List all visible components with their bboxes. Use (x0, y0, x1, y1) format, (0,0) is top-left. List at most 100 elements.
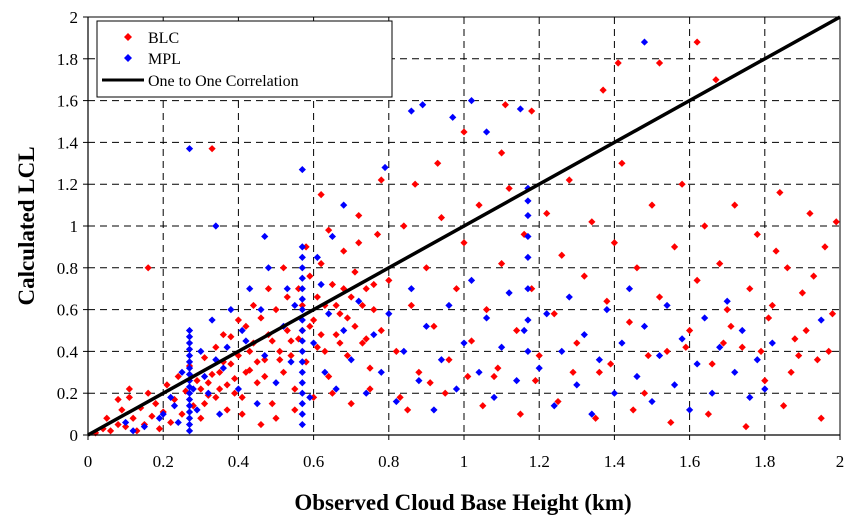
point-mpl (185, 145, 194, 153)
point-blc (415, 368, 423, 376)
point-mpl (588, 410, 596, 418)
point-mpl (550, 402, 558, 410)
point-blc (340, 247, 348, 255)
point-mpl (185, 326, 194, 335)
point-blc (633, 264, 641, 272)
y-tick-label: 1 (70, 217, 79, 236)
legend-label-blc: BLC (148, 30, 179, 47)
point-blc (426, 379, 434, 387)
point-blc (328, 280, 336, 289)
point-mpl (313, 253, 321, 261)
point-blc (129, 414, 137, 422)
point-blc (212, 393, 220, 401)
point-blc (498, 260, 506, 268)
point-mpl (524, 316, 532, 324)
point-blc (347, 400, 355, 408)
point-blc (535, 351, 543, 360)
point-mpl (298, 253, 306, 261)
point-blc (366, 385, 374, 393)
legend-box (96, 20, 393, 98)
point-blc (764, 314, 773, 322)
point-blc (144, 389, 152, 397)
point-blc (629, 406, 637, 414)
point-blc (407, 301, 415, 310)
point-mpl (678, 335, 686, 343)
point-blc (753, 230, 761, 238)
point-blc (716, 260, 724, 268)
point-blc (310, 393, 318, 401)
legend-marker-mpl (124, 54, 132, 62)
point-mpl (298, 410, 306, 418)
point-blc (761, 377, 769, 385)
point-blc (490, 372, 498, 381)
legend-item-blc: BLC (124, 30, 179, 47)
point-mpl (185, 414, 194, 422)
point-blc (528, 285, 536, 293)
point-blc (246, 347, 254, 355)
point-mpl (419, 101, 427, 109)
point-blc (475, 201, 483, 209)
y-tick-label: 1.8 (57, 50, 78, 69)
point-mpl (298, 358, 306, 366)
point-mpl (355, 297, 363, 305)
point-mpl (513, 377, 521, 385)
y-tick-label: 2 (70, 8, 79, 27)
point-blc (704, 410, 712, 418)
point-blc (520, 230, 528, 238)
point-blc (227, 333, 235, 341)
point-blc (302, 358, 310, 366)
point-blc (125, 393, 133, 401)
point-blc (328, 389, 336, 397)
point-mpl (543, 310, 551, 318)
point-blc (610, 239, 618, 247)
point-mpl (159, 410, 167, 418)
x-tick-label: 0.4 (228, 452, 250, 471)
point-blc (189, 402, 197, 410)
point-blc (795, 351, 803, 360)
point-mpl (185, 402, 194, 410)
point-mpl (212, 222, 220, 230)
point-blc (810, 272, 818, 280)
point-mpl (753, 356, 761, 364)
point-blc (452, 285, 461, 293)
point-mpl (197, 347, 205, 355)
point-blc (498, 149, 506, 157)
point-blc (592, 414, 600, 422)
point-blc (528, 107, 536, 115)
point-mpl (505, 289, 513, 297)
point-mpl (460, 339, 468, 347)
point-mpl (535, 364, 543, 372)
point-mpl (332, 385, 340, 393)
point-mpl (437, 356, 446, 364)
point-blc (569, 368, 577, 376)
point-mpl (392, 397, 400, 406)
x-tick-label: 1.2 (529, 452, 550, 471)
point-mpl (298, 165, 306, 174)
point-mpl (325, 310, 333, 318)
point-blc (682, 343, 690, 351)
point-blc (148, 412, 156, 420)
point-blc (494, 364, 502, 372)
point-mpl (640, 322, 649, 330)
point-blc (355, 211, 363, 220)
point-blc (249, 301, 258, 310)
point-blc (200, 354, 209, 362)
point-blc (332, 331, 340, 339)
point-blc (133, 427, 141, 435)
point-blc (231, 374, 239, 383)
point-blc (791, 335, 799, 343)
point-mpl (122, 418, 130, 427)
y-tick-label: 0.2 (57, 384, 78, 403)
point-blc (208, 370, 216, 378)
point-mpl (185, 339, 194, 347)
point-blc (91, 429, 100, 437)
point-blc (125, 385, 133, 393)
point-blc (595, 368, 603, 376)
point-blc (821, 243, 829, 251)
point-mpl (347, 356, 355, 364)
point-blc (573, 339, 581, 347)
point-blc (742, 423, 750, 431)
point-mpl (185, 364, 194, 372)
point-blc (828, 310, 837, 318)
point-blc (667, 418, 675, 427)
